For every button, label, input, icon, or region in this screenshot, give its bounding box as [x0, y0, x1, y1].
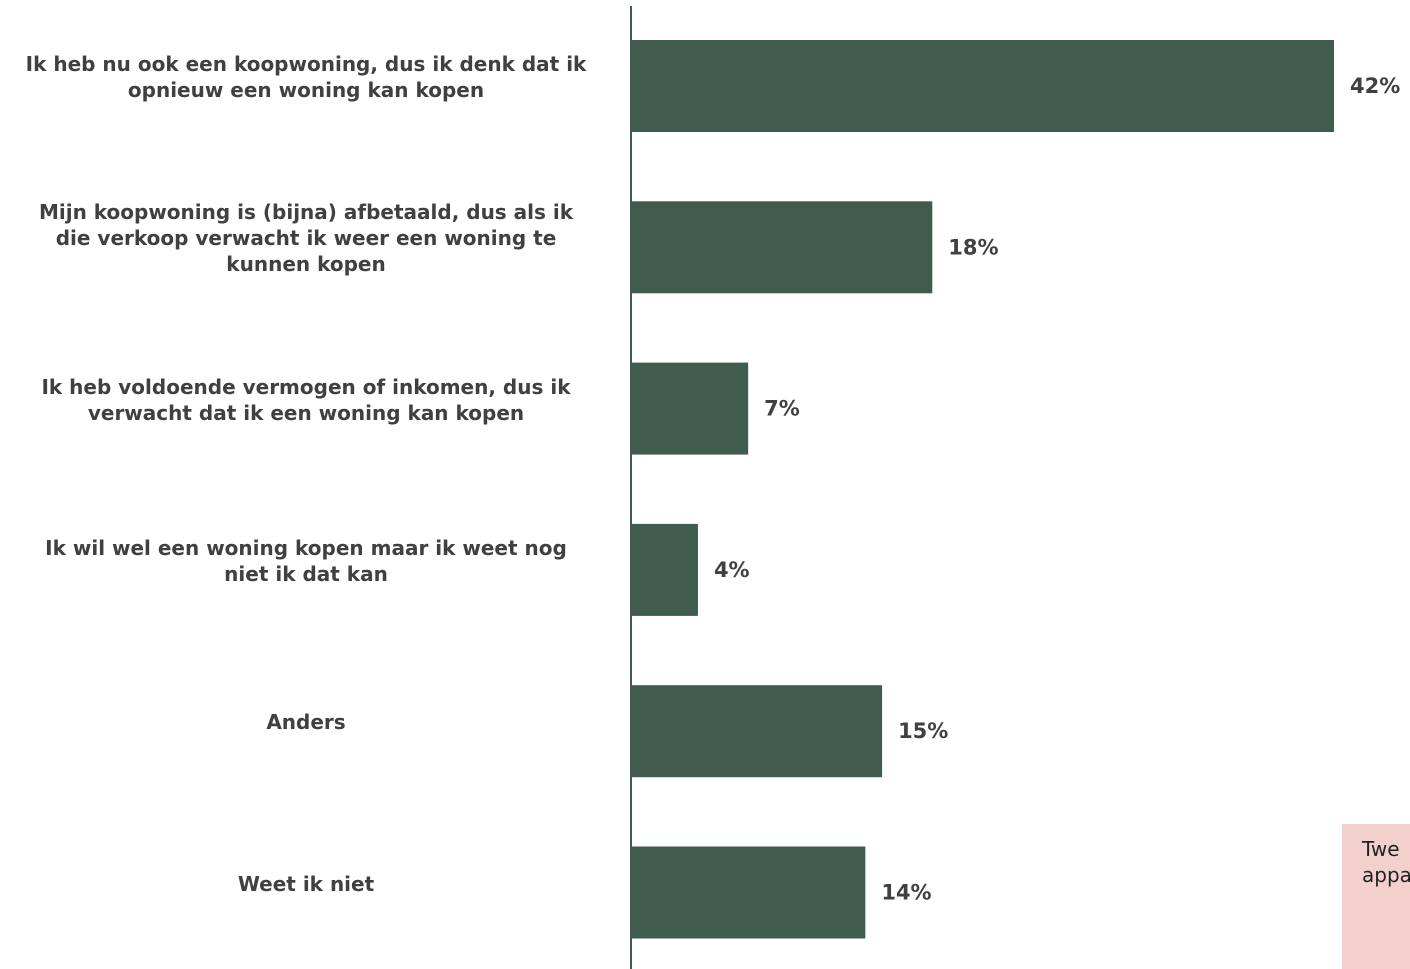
- category-label-2-line-2: die verkoop verwacht ik weer een woning …: [55, 226, 557, 251]
- category-label-2: Mijn koopwoning is (bijna) afbetaald, du…: [0, 191, 612, 285]
- bar-3: [631, 362, 749, 455]
- value-label-1: 42%: [1350, 74, 1400, 98]
- value-label-3: 7%: [764, 397, 800, 421]
- value-label-4: 4%: [714, 558, 750, 582]
- category-label-6: Weet ik niet: [0, 837, 612, 931]
- category-label-5: Anders: [0, 675, 612, 769]
- bars-group: [631, 40, 1334, 939]
- category-label-2-line-3: kunnen kopen: [226, 252, 386, 277]
- category-label-3-line-1: Ik heb voldoende vermogen of inkomen, du…: [41, 374, 571, 399]
- category-label-2-line-1: Mijn koopwoning is (bijna) afbetaald, du…: [38, 200, 574, 225]
- category-label-1-line-1: Ik heb nu ook een koopwoning, dus ik den…: [25, 52, 587, 76]
- category-label-3-line-2: verwacht dat ik een woning kan kopen: [87, 400, 525, 425]
- value-labels-group: 42% 18% 7% 4% 15% 14%: [714, 74, 1400, 905]
- note-line-2: appa: [1362, 863, 1410, 887]
- bar-6: [631, 846, 866, 939]
- bar-1: [631, 40, 1334, 132]
- bar-2: [631, 201, 933, 294]
- value-label-5: 15%: [898, 719, 948, 743]
- note-line-1: Twe: [1362, 837, 1400, 861]
- value-label-6: 14%: [881, 881, 931, 905]
- note-box: Twe appa: [1342, 824, 1410, 969]
- category-label-3: Ik heb voldoende vermogen of inkomen, du…: [0, 353, 612, 447]
- bar-4: [631, 523, 698, 616]
- category-label-4-line-2: niet ik dat kan: [224, 561, 388, 586]
- category-label-4: Ik wil wel een woning kopen maar ik weet…: [0, 514, 612, 608]
- category-label-1-line-2: opnieuw een woning kan kopen: [127, 78, 485, 102]
- category-label-1: Ik heb nu ook een koopwoning, dus ik den…: [0, 30, 612, 124]
- category-label-4-line-1: Ik wil wel een woning kopen maar ik weet…: [45, 535, 567, 560]
- category-label-5-line-1: Anders: [266, 710, 346, 735]
- value-label-2: 18%: [948, 235, 998, 259]
- category-label-6-line-1: Weet ik niet: [237, 871, 375, 896]
- bar-5: [631, 685, 883, 778]
